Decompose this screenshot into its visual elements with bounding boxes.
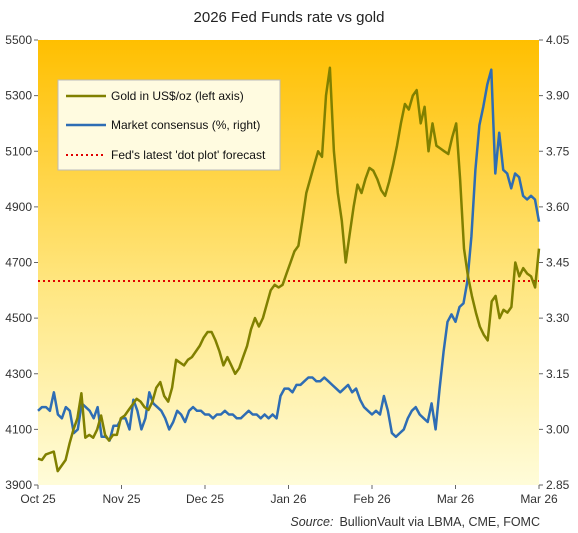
source-note: Source: BullionVault via LBMA, CME, FOMC bbox=[290, 515, 540, 529]
x-axis-ticks: Oct 25 Nov 25 Dec 25 Jan 26 Feb 26 Mar 26 Mar … bbox=[20, 485, 558, 506]
gold-series-line bbox=[37, 66, 541, 473]
right-tick-label: 2.85 bbox=[546, 478, 570, 492]
x-tick-label: Mar 26 bbox=[437, 492, 475, 506]
chart-title: 2026 Fed Funds rate vs gold bbox=[194, 9, 385, 26]
left-tick-label: 4500 bbox=[5, 311, 32, 325]
right-tick-label: 3.75 bbox=[546, 144, 570, 158]
legend-label-consensus: Market consensus (%, right) bbox=[111, 118, 260, 132]
right-tick-label: 3.45 bbox=[546, 256, 570, 270]
left-axis-ticks: 3900 4100 4300 4500 4700 4900 5100 5300 5500 bbox=[5, 33, 38, 492]
left-tick-label: 4300 bbox=[5, 367, 32, 381]
x-tick-label: Dec 25 bbox=[186, 492, 224, 506]
right-tick-label: 3.30 bbox=[546, 311, 570, 325]
left-tick-label: 5500 bbox=[5, 33, 32, 47]
left-tick-label: 5100 bbox=[5, 144, 32, 158]
right-tick-label: 3.90 bbox=[546, 89, 570, 103]
right-tick-label: 3.15 bbox=[546, 367, 570, 381]
left-tick-label: 5300 bbox=[5, 89, 32, 103]
x-tick-label: Nov 25 bbox=[102, 492, 140, 506]
x-tick-label: Jan 26 bbox=[270, 492, 306, 506]
x-tick-label: Feb 26 bbox=[353, 492, 391, 506]
x-tick-label: Mar 26 bbox=[520, 492, 558, 506]
right-axis-ticks: 2.85 3.00 3.15 3.30 3.45 3.60 3.75 3.90 4.05 bbox=[539, 33, 570, 492]
left-tick-label: 4100 bbox=[5, 422, 32, 436]
right-tick-label: 3.60 bbox=[546, 200, 570, 214]
left-tick-label: 4900 bbox=[5, 200, 32, 214]
left-tick-label: 4700 bbox=[5, 256, 32, 270]
source-text: BullionVault via LBMA, CME, FOMC bbox=[339, 515, 540, 529]
x-tick-label: Oct 25 bbox=[20, 492, 56, 506]
legend: Gold in US$/oz (left axis) Market consen… bbox=[57, 79, 281, 171]
right-tick-label: 3.00 bbox=[546, 422, 570, 436]
left-tick-label: 3900 bbox=[5, 478, 32, 492]
source-prefix: Source: bbox=[290, 515, 333, 529]
legend-label-dot-plot: Fed's latest 'dot plot' forecast bbox=[111, 148, 266, 162]
right-tick-label: 4.05 bbox=[546, 33, 570, 47]
legend-label-gold: Gold in US$/oz (left axis) bbox=[111, 89, 244, 103]
